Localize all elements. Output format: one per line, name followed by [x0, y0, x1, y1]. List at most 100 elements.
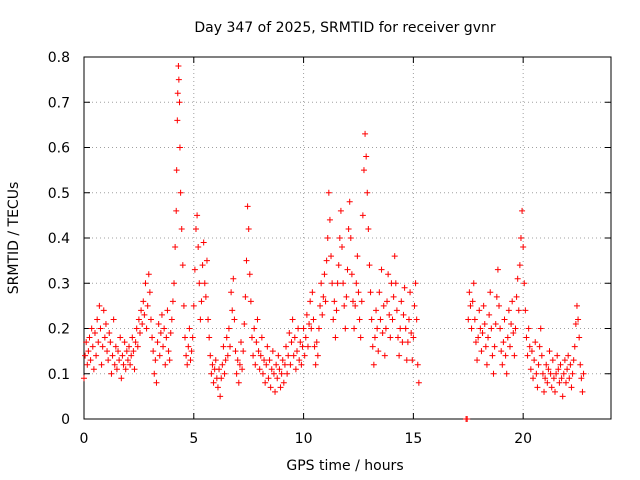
- data-point: [379, 330, 386, 337]
- data-point: [317, 302, 324, 309]
- data-point: [230, 275, 237, 282]
- data-point: [561, 357, 568, 364]
- data-point: [152, 357, 159, 364]
- data-point: [332, 334, 339, 341]
- data-point: [164, 307, 171, 314]
- data-point: [198, 298, 205, 305]
- data-point: [374, 325, 381, 332]
- data-point: [353, 280, 360, 287]
- data-point: [572, 320, 579, 327]
- data-point: [288, 339, 295, 346]
- data-point: [135, 316, 142, 323]
- data-point: [371, 334, 378, 341]
- data-point: [285, 352, 292, 359]
- data-point: [94, 316, 101, 323]
- data-point: [244, 203, 251, 210]
- data-point: [202, 293, 209, 300]
- data-point: [187, 357, 194, 364]
- data-point: [127, 361, 134, 368]
- data-point: [306, 320, 313, 327]
- data-point: [265, 375, 272, 382]
- data-point: [343, 293, 350, 300]
- data-point: [236, 361, 243, 368]
- data-point: [176, 99, 183, 106]
- data-point: [510, 330, 517, 337]
- data-point: [339, 244, 346, 251]
- data-point: [169, 298, 176, 305]
- data-point: [562, 379, 569, 386]
- data-point: [186, 325, 193, 332]
- data-point: [311, 343, 318, 350]
- data-point: [81, 375, 87, 382]
- data-point: [115, 348, 122, 355]
- data-point: [520, 244, 527, 251]
- data-point: [364, 189, 371, 196]
- data-point: [302, 334, 309, 341]
- data-point: [293, 348, 300, 355]
- data-point: [295, 325, 302, 332]
- data-point: [183, 352, 190, 359]
- data-point: [395, 334, 402, 341]
- data-point: [273, 361, 280, 368]
- y-tick-label: 0.6: [48, 141, 70, 157]
- data-point: [98, 361, 105, 368]
- data-point: [121, 339, 128, 346]
- data-point: [235, 379, 242, 386]
- data-point: [505, 307, 512, 314]
- data-point: [342, 325, 349, 332]
- data-point: [234, 357, 241, 364]
- data-point: [370, 361, 377, 368]
- data-point: [217, 393, 224, 400]
- data-point: [301, 352, 308, 359]
- data-point: [397, 325, 404, 332]
- data-point: [308, 325, 315, 332]
- data-point: [488, 325, 495, 332]
- data-point: [87, 357, 94, 364]
- data-point: [472, 339, 479, 346]
- data-point: [145, 271, 152, 278]
- data-point: [232, 348, 239, 355]
- data-point: [403, 357, 410, 364]
- data-point: [542, 375, 549, 382]
- data-point: [410, 334, 417, 341]
- data-point: [340, 280, 347, 287]
- data-point: [396, 352, 403, 359]
- data-point: [482, 343, 489, 350]
- data-point: [414, 361, 421, 368]
- data-point: [333, 307, 340, 314]
- data-point: [223, 334, 230, 341]
- data-point: [553, 370, 560, 377]
- data-point: [231, 316, 238, 323]
- data-point: [118, 375, 125, 382]
- data-point: [175, 63, 182, 70]
- data-point: [107, 339, 114, 346]
- data-point: [166, 357, 173, 364]
- data-point: [142, 280, 149, 287]
- data-point: [571, 343, 578, 350]
- data-point: [314, 352, 321, 359]
- data-point: [158, 311, 165, 318]
- data-point: [470, 280, 477, 287]
- data-point: [178, 225, 185, 232]
- y-tick-label: 0.4: [48, 231, 70, 247]
- data-point: [536, 343, 543, 350]
- data-point: [508, 320, 515, 327]
- data-point: [176, 144, 183, 151]
- data-point: [390, 293, 397, 300]
- data-point: [185, 343, 192, 350]
- data-point: [506, 343, 513, 350]
- data-point: [175, 76, 182, 83]
- data-point: [286, 330, 293, 337]
- data-point: [575, 316, 582, 323]
- data-point: [290, 352, 297, 359]
- data-point: [352, 302, 359, 309]
- data-point: [405, 316, 412, 323]
- data-point: [325, 189, 332, 196]
- data-point: [479, 330, 486, 337]
- data-point: [82, 352, 89, 359]
- data-point: [496, 302, 503, 309]
- data-point: [525, 325, 532, 332]
- data-point: [140, 298, 147, 305]
- data-point: [291, 334, 298, 341]
- data-point: [307, 298, 314, 305]
